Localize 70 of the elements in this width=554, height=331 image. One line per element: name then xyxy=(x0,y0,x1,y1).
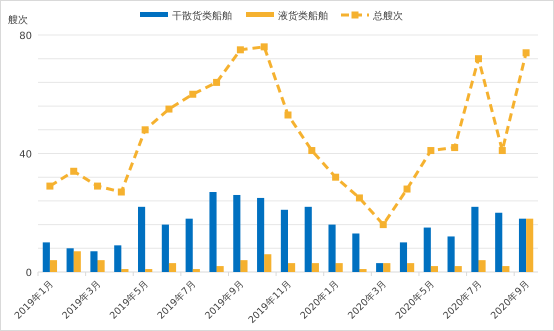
point xyxy=(189,90,196,98)
point xyxy=(427,147,434,154)
y-tick-label: 40 xyxy=(19,150,32,160)
point xyxy=(474,55,482,62)
point xyxy=(165,106,172,113)
bar xyxy=(280,210,288,272)
legend-label: 干散货类船舶 xyxy=(172,10,232,22)
bar xyxy=(192,269,200,272)
point xyxy=(213,78,220,86)
bar xyxy=(424,228,431,272)
bar xyxy=(257,198,264,272)
point xyxy=(404,186,411,193)
bar xyxy=(430,266,438,272)
legend-label: 总艘次 xyxy=(372,10,403,22)
point xyxy=(94,182,102,190)
bar xyxy=(495,212,502,272)
bar xyxy=(478,260,486,272)
bar xyxy=(518,218,526,272)
bar xyxy=(288,263,296,272)
bar xyxy=(98,260,105,272)
bar xyxy=(42,242,50,272)
bar xyxy=(352,233,360,272)
bar xyxy=(471,206,478,272)
bar xyxy=(328,224,336,272)
bar xyxy=(454,266,462,272)
bar xyxy=(526,218,534,272)
bar xyxy=(383,263,390,272)
y-axis-title: 艘次 xyxy=(8,14,28,26)
point xyxy=(522,49,530,56)
point xyxy=(284,111,292,118)
bar xyxy=(304,206,312,272)
bar xyxy=(121,269,128,272)
y-tick-label: 0 xyxy=(26,268,32,279)
bar xyxy=(240,260,248,272)
bar xyxy=(114,245,122,272)
bar xyxy=(186,218,193,272)
legend-label: 液货类船舶 xyxy=(278,10,328,22)
point xyxy=(46,182,54,190)
bar xyxy=(90,251,98,272)
bar xyxy=(216,266,224,272)
bar xyxy=(264,254,272,272)
point xyxy=(498,147,506,154)
bar xyxy=(74,251,81,272)
point xyxy=(451,144,458,152)
bar xyxy=(138,206,146,272)
point xyxy=(356,194,363,202)
point xyxy=(142,126,149,134)
point xyxy=(380,221,387,228)
bar xyxy=(145,269,152,272)
bar xyxy=(50,260,58,272)
bar xyxy=(168,263,176,272)
point xyxy=(308,147,316,154)
point xyxy=(70,168,78,175)
bar xyxy=(376,263,384,272)
bar xyxy=(312,263,319,272)
y-tick-label: 80 xyxy=(19,31,32,42)
bar xyxy=(400,242,408,272)
point xyxy=(332,174,340,181)
bar xyxy=(233,194,240,272)
point xyxy=(236,46,244,54)
bar xyxy=(448,236,455,272)
bar xyxy=(407,263,414,272)
bar xyxy=(502,266,510,272)
bar xyxy=(209,192,217,272)
bar xyxy=(359,269,367,272)
point xyxy=(260,43,268,50)
bar xyxy=(66,248,74,272)
bar xyxy=(162,224,169,272)
bar xyxy=(336,263,343,272)
point xyxy=(118,188,125,196)
